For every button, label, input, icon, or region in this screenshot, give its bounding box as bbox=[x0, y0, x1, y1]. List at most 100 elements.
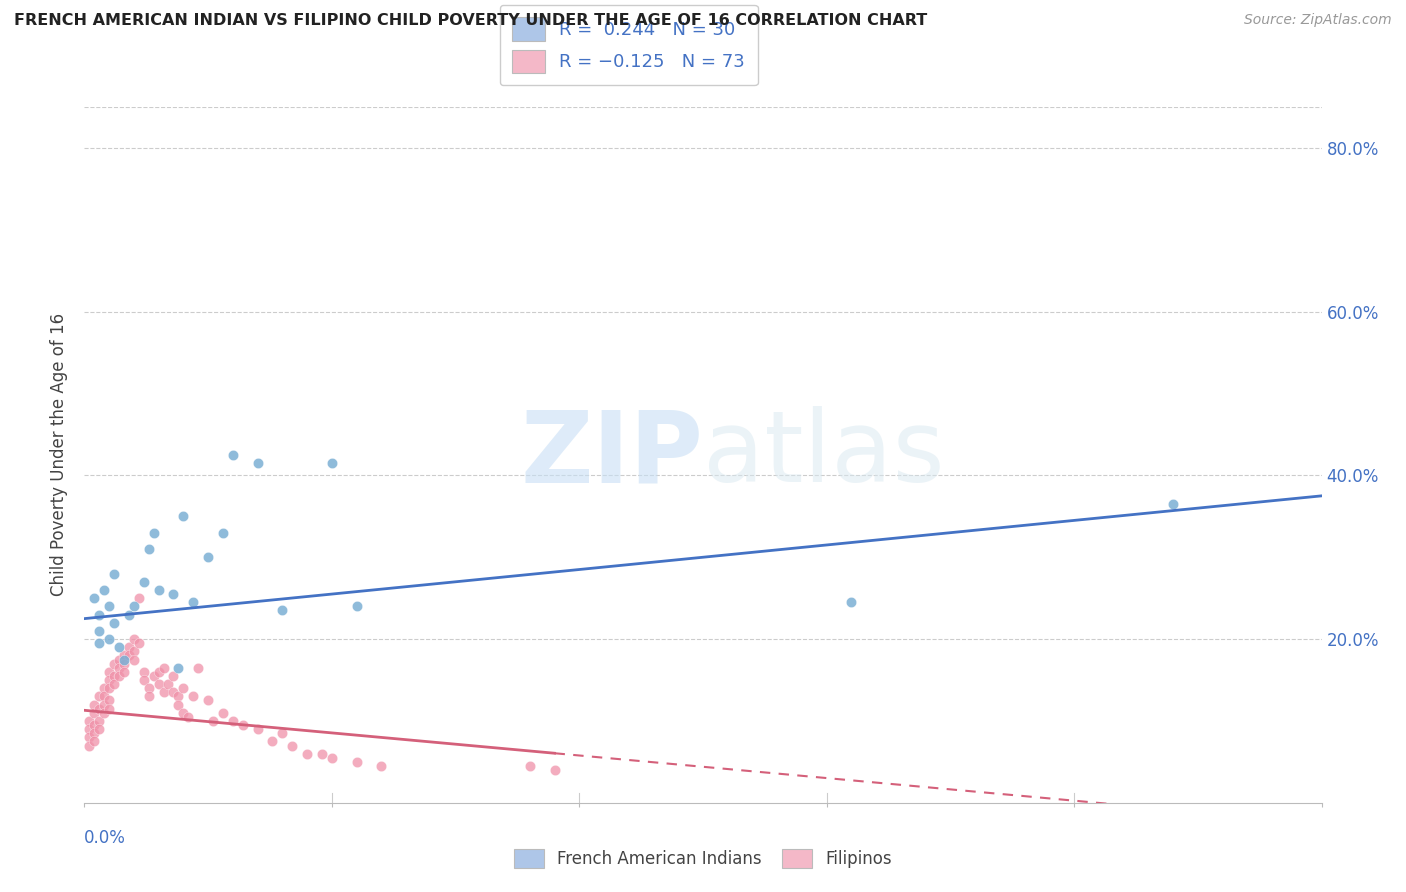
Point bbox=[172, 509, 194, 524]
Point bbox=[202, 714, 225, 728]
Point bbox=[118, 607, 141, 622]
Point bbox=[187, 661, 209, 675]
Point bbox=[321, 751, 343, 765]
Point bbox=[83, 706, 105, 720]
Point bbox=[142, 525, 165, 540]
Point bbox=[103, 669, 125, 683]
Point bbox=[346, 755, 368, 769]
Point bbox=[148, 677, 170, 691]
Point bbox=[167, 661, 190, 675]
Point bbox=[98, 681, 121, 696]
Point bbox=[177, 710, 200, 724]
Point bbox=[79, 722, 101, 736]
Point bbox=[83, 718, 105, 732]
Point bbox=[79, 714, 101, 728]
Point bbox=[89, 624, 111, 638]
Point bbox=[543, 763, 565, 777]
Point bbox=[212, 525, 235, 540]
Point bbox=[138, 690, 160, 704]
Point bbox=[122, 599, 145, 614]
Point bbox=[98, 693, 121, 707]
Point bbox=[162, 685, 184, 699]
Point bbox=[89, 607, 111, 622]
Point bbox=[181, 595, 204, 609]
Point bbox=[108, 669, 131, 683]
Point bbox=[103, 566, 125, 581]
Point bbox=[271, 726, 294, 740]
Point bbox=[112, 652, 135, 666]
Point bbox=[132, 574, 155, 589]
Point bbox=[152, 661, 174, 675]
Point bbox=[197, 693, 219, 707]
Point bbox=[128, 591, 150, 606]
Point bbox=[98, 673, 121, 687]
Point bbox=[295, 747, 318, 761]
Point bbox=[89, 701, 111, 715]
Point bbox=[108, 661, 131, 675]
Point bbox=[138, 681, 160, 696]
Point bbox=[122, 652, 145, 666]
Point bbox=[162, 669, 184, 683]
Point bbox=[118, 648, 141, 663]
Point bbox=[83, 726, 105, 740]
Point bbox=[89, 714, 111, 728]
Point bbox=[222, 448, 245, 462]
Point bbox=[103, 657, 125, 671]
Text: 0.0%: 0.0% bbox=[84, 830, 127, 847]
Point bbox=[98, 632, 121, 646]
Point bbox=[79, 739, 101, 753]
Point bbox=[1161, 497, 1184, 511]
Point bbox=[157, 677, 180, 691]
Point bbox=[132, 665, 155, 679]
Point bbox=[232, 718, 254, 732]
Point bbox=[162, 587, 184, 601]
Point bbox=[112, 665, 135, 679]
Y-axis label: Child Poverty Under the Age of 16: Child Poverty Under the Age of 16 bbox=[49, 313, 67, 597]
Point bbox=[167, 690, 190, 704]
Point bbox=[519, 759, 541, 773]
Point bbox=[148, 582, 170, 597]
Point bbox=[93, 582, 115, 597]
Point bbox=[98, 599, 121, 614]
Point bbox=[112, 648, 135, 663]
Point bbox=[89, 690, 111, 704]
Point bbox=[103, 677, 125, 691]
Point bbox=[321, 456, 343, 470]
Point bbox=[281, 739, 304, 753]
Point bbox=[98, 701, 121, 715]
Point bbox=[246, 456, 269, 470]
Point bbox=[83, 591, 105, 606]
Legend: French American Indians, Filipinos: French American Indians, Filipinos bbox=[508, 842, 898, 874]
Text: ZIP: ZIP bbox=[520, 407, 703, 503]
Point bbox=[212, 706, 235, 720]
Point bbox=[89, 636, 111, 650]
Point bbox=[172, 681, 194, 696]
Point bbox=[142, 669, 165, 683]
Point bbox=[93, 690, 115, 704]
Point bbox=[83, 698, 105, 712]
Text: atlas: atlas bbox=[703, 407, 945, 503]
Point bbox=[172, 706, 194, 720]
Point bbox=[152, 685, 174, 699]
Point bbox=[148, 665, 170, 679]
Text: Source: ZipAtlas.com: Source: ZipAtlas.com bbox=[1244, 13, 1392, 28]
Point bbox=[271, 603, 294, 617]
Point bbox=[197, 550, 219, 565]
Point bbox=[181, 690, 204, 704]
Point bbox=[346, 599, 368, 614]
Point bbox=[246, 722, 269, 736]
Point bbox=[222, 714, 245, 728]
Point bbox=[93, 698, 115, 712]
Point bbox=[118, 640, 141, 655]
Point bbox=[103, 615, 125, 630]
Point bbox=[89, 722, 111, 736]
Point bbox=[138, 542, 160, 557]
Text: FRENCH AMERICAN INDIAN VS FILIPINO CHILD POVERTY UNDER THE AGE OF 16 CORRELATION: FRENCH AMERICAN INDIAN VS FILIPINO CHILD… bbox=[14, 13, 928, 29]
Point bbox=[122, 632, 145, 646]
Point bbox=[122, 644, 145, 658]
Point bbox=[132, 673, 155, 687]
Point bbox=[79, 731, 101, 745]
Point bbox=[262, 734, 284, 748]
Point bbox=[311, 747, 333, 761]
Point bbox=[370, 759, 392, 773]
